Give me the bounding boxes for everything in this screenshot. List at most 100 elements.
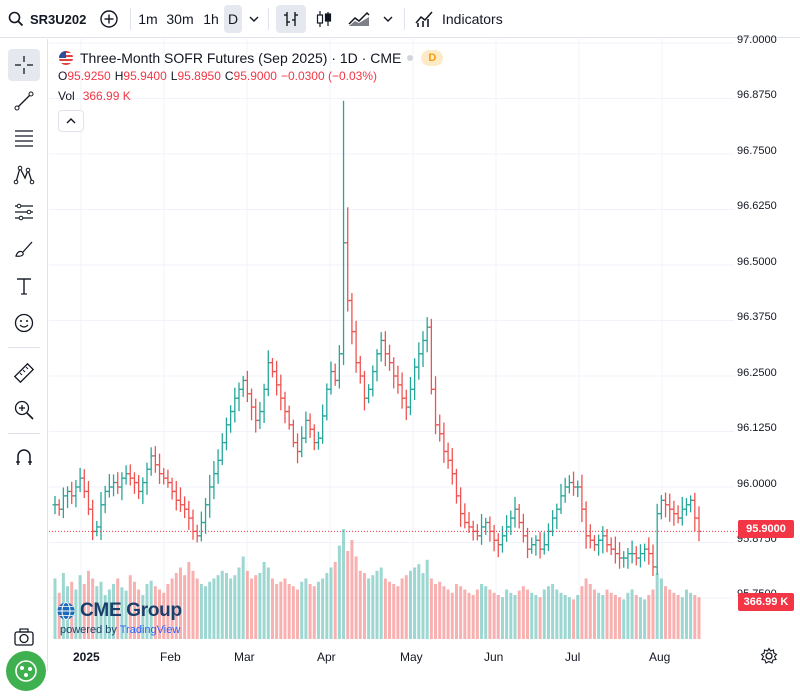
pattern-tool[interactable] <box>8 159 40 191</box>
horizontal-lines-icon <box>15 130 33 147</box>
volume-bar <box>224 573 228 639</box>
interval-30m[interactable]: 30m <box>166 11 194 27</box>
volume-bar <box>250 578 254 639</box>
volume-bar <box>572 599 576 639</box>
volume-bar <box>258 573 262 639</box>
volume-bar <box>354 556 358 639</box>
volume-bar <box>567 597 571 639</box>
low-label: L <box>170 69 178 83</box>
volume-bar <box>212 578 216 639</box>
last-price-tag: 95.9000 <box>738 520 794 538</box>
volume-bar <box>521 586 525 639</box>
volume-bar <box>208 581 212 639</box>
ohlc-bar <box>679 496 685 526</box>
cme-globe-icon <box>57 602 75 620</box>
volume-bar <box>630 589 634 639</box>
ohlc-bar <box>203 497 209 534</box>
volume-bar <box>233 575 237 639</box>
volume-bar <box>680 597 684 639</box>
ohlc-bar <box>403 389 409 421</box>
chart-settings-button[interactable] <box>760 647 778 670</box>
candles-chart-type-button[interactable] <box>310 5 338 33</box>
compare-button[interactable] <box>96 5 122 33</box>
volume-bar <box>622 599 626 639</box>
tradingview-brand: TradingView <box>119 624 181 636</box>
ohlc-bar <box>596 534 602 556</box>
interval-d[interactable]: D <box>224 5 242 33</box>
ohlc-bar <box>462 503 468 529</box>
volume-bar <box>107 589 111 639</box>
volume-bar <box>563 595 567 639</box>
intervals-dropdown[interactable] <box>244 5 264 33</box>
volume-bar <box>400 578 404 639</box>
ohlc-bar <box>320 404 326 444</box>
chart-pane[interactable] <box>49 39 800 671</box>
ohlc-bar <box>466 512 472 533</box>
volume-bar <box>128 575 132 639</box>
chart-type-dropdown[interactable] <box>378 5 398 33</box>
close-value: 95.9000 <box>233 69 277 83</box>
legend-collapse-button[interactable] <box>58 110 84 132</box>
bar-chart-type-button[interactable] <box>276 5 306 33</box>
volume-bar <box>559 592 563 639</box>
volume-bar <box>534 595 538 639</box>
volume-bar <box>191 570 195 639</box>
price-chart[interactable] <box>49 39 800 671</box>
ohlc-bar <box>228 405 234 433</box>
interval-1h[interactable]: 1h <box>203 11 219 27</box>
ohlc-bar <box>349 293 355 345</box>
volume-bar <box>496 595 500 639</box>
add-circle-icon <box>100 10 118 28</box>
interval-1m[interactable]: 1m <box>138 11 158 27</box>
delay-badge[interactable]: D <box>421 50 444 66</box>
volume-bar <box>601 595 605 639</box>
volume-bar <box>78 575 82 639</box>
volume-bar <box>350 540 354 639</box>
ohlc-bar <box>370 365 376 397</box>
screenshot-button[interactable] <box>8 621 40 653</box>
ohlc-bar <box>94 520 100 537</box>
ohlc-bar <box>600 526 606 554</box>
volume-bar <box>300 581 304 639</box>
fib-tool[interactable] <box>8 122 40 154</box>
brush-tool[interactable] <box>8 233 40 265</box>
ohlc-bar <box>508 510 514 536</box>
volume-bar <box>270 578 274 639</box>
ohlc-bar <box>219 433 225 466</box>
volume-bar <box>442 586 446 639</box>
emoji-tool[interactable] <box>8 307 40 339</box>
crosshair-tool[interactable] <box>8 49 40 81</box>
magnet-tool[interactable] <box>8 441 40 473</box>
gear-icon <box>760 647 778 664</box>
volume-bar <box>346 551 350 639</box>
ohlc-bar <box>470 520 476 541</box>
ohlc-bar <box>424 317 430 353</box>
zoom-tool[interactable] <box>8 394 40 426</box>
projection-tool[interactable] <box>8 196 40 228</box>
symbol-title[interactable]: Three-Month SOFR Futures (Sep 2025) · 1D… <box>80 50 402 66</box>
powered-by[interactable]: powered by TradingView <box>60 624 180 636</box>
volume-bar <box>275 584 279 639</box>
ohlc-bar <box>207 474 213 518</box>
volume-bar <box>141 595 145 639</box>
ruler-tool[interactable] <box>8 357 40 389</box>
bars-icon <box>284 12 298 26</box>
cme-logo: CME Group <box>56 600 182 622</box>
trend-line-tool[interactable] <box>8 85 40 117</box>
volume-bar <box>626 592 630 639</box>
indicators-button[interactable]: Indicators <box>414 5 504 33</box>
chart-legend: Three-Month SOFR Futures (Sep 2025) · 1D… <box>58 48 444 68</box>
ohlc-bar <box>194 524 200 543</box>
community-badge[interactable] <box>6 651 46 691</box>
area-chart-type-button[interactable] <box>344 5 374 33</box>
symbol-search[interactable]: SR3U202 <box>8 0 86 38</box>
volume-bar <box>513 595 517 639</box>
text-tool[interactable] <box>8 270 40 302</box>
ohlc-bar <box>579 474 585 523</box>
ohlc-bar <box>119 472 125 501</box>
ruler-icon <box>13 362 35 384</box>
volume-bar <box>638 597 642 639</box>
ohlc-bar <box>257 401 263 430</box>
ohlc-bar <box>391 357 397 389</box>
volume-bar <box>417 564 421 639</box>
